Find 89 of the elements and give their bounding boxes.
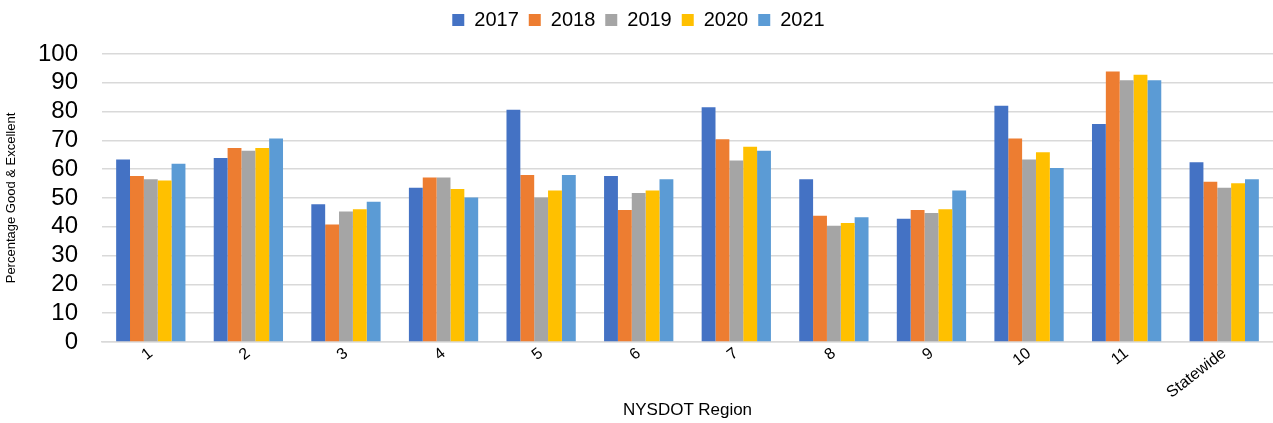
bar [854, 217, 869, 342]
legend-label: 2021 [780, 7, 825, 30]
bar [1231, 183, 1245, 342]
y-tick-label: 100 [37, 38, 78, 66]
bar [227, 147, 242, 342]
x-tick-label: 4 [430, 343, 449, 363]
y-axis-title: Percentage Good & Excellent [3, 112, 19, 284]
x-tick-label: 2 [235, 343, 254, 363]
bar [799, 179, 814, 342]
x-tick-label: 9 [918, 343, 937, 363]
bar [325, 224, 340, 342]
bar [1022, 159, 1036, 342]
y-tick-label: 40 [51, 211, 78, 239]
bar [241, 150, 256, 342]
y-tick-label: 70 [51, 125, 78, 153]
bar [1217, 187, 1232, 342]
bar [157, 180, 172, 342]
bar [604, 176, 618, 342]
bar [130, 176, 144, 342]
bar [826, 225, 841, 342]
bar [896, 218, 911, 342]
y-tick-label: 10 [51, 297, 78, 325]
x-tick-label: 11 [1107, 343, 1132, 368]
bar [952, 190, 967, 342]
bar [548, 190, 562, 342]
bar [1133, 74, 1148, 342]
bar [506, 109, 521, 342]
bar [1119, 80, 1134, 342]
bar [520, 174, 535, 342]
bar [813, 215, 827, 342]
bar [659, 179, 674, 342]
y-tick-label: 0 [64, 326, 78, 354]
bar [910, 210, 925, 342]
x-tick-label: 1 [137, 343, 156, 363]
bar [701, 107, 716, 342]
bar [464, 197, 479, 342]
x-tick-label: 10 [1009, 343, 1034, 369]
x-axis-title: NYSDOT Region [622, 400, 753, 420]
bar [715, 139, 730, 342]
bar [924, 212, 939, 342]
bar [143, 179, 158, 342]
x-tick-label: 7 [723, 343, 741, 363]
x-tick-label: 5 [528, 343, 546, 363]
legend-label: 2020 [703, 7, 749, 30]
bar [1105, 71, 1120, 342]
bar [366, 201, 381, 342]
legend-label: 2017 [474, 7, 519, 30]
legend-label: 2018 [550, 7, 596, 30]
bar [339, 211, 353, 342]
bar [352, 209, 367, 342]
bar [994, 105, 1009, 342]
bar [1091, 123, 1106, 342]
x-tick-label: 8 [820, 343, 839, 363]
x-tick-label: 3 [333, 343, 351, 363]
bar [757, 150, 771, 342]
bar [729, 160, 744, 342]
bar [213, 157, 228, 342]
bar [617, 210, 632, 342]
x-tick-label: 6 [625, 343, 644, 363]
bar [840, 223, 855, 342]
bar [534, 197, 549, 342]
bar [1147, 80, 1162, 342]
y-tick-label: 30 [51, 240, 78, 268]
y-tick-label: 50 [51, 182, 78, 210]
bar [1189, 162, 1204, 342]
bar [436, 177, 451, 342]
bar [938, 209, 953, 342]
bar [561, 174, 576, 342]
bar [255, 147, 270, 342]
legend-label: 2019 [627, 7, 672, 30]
bar [269, 138, 284, 342]
bar [171, 163, 186, 342]
bar [1035, 152, 1050, 342]
bar [311, 204, 326, 342]
bar [1008, 138, 1023, 342]
bar [450, 189, 465, 342]
y-tick-label: 20 [51, 269, 78, 297]
bar [408, 187, 423, 342]
bar [1244, 179, 1259, 342]
bar [1049, 168, 1064, 342]
bar [116, 159, 131, 342]
bar [743, 146, 758, 342]
bar [645, 190, 660, 342]
y-tick-label: 90 [51, 67, 78, 95]
bar [1203, 181, 1218, 342]
bar [631, 193, 646, 342]
y-tick-label: 80 [51, 96, 78, 124]
y-tick-label: 60 [51, 153, 78, 181]
bar [422, 177, 437, 342]
